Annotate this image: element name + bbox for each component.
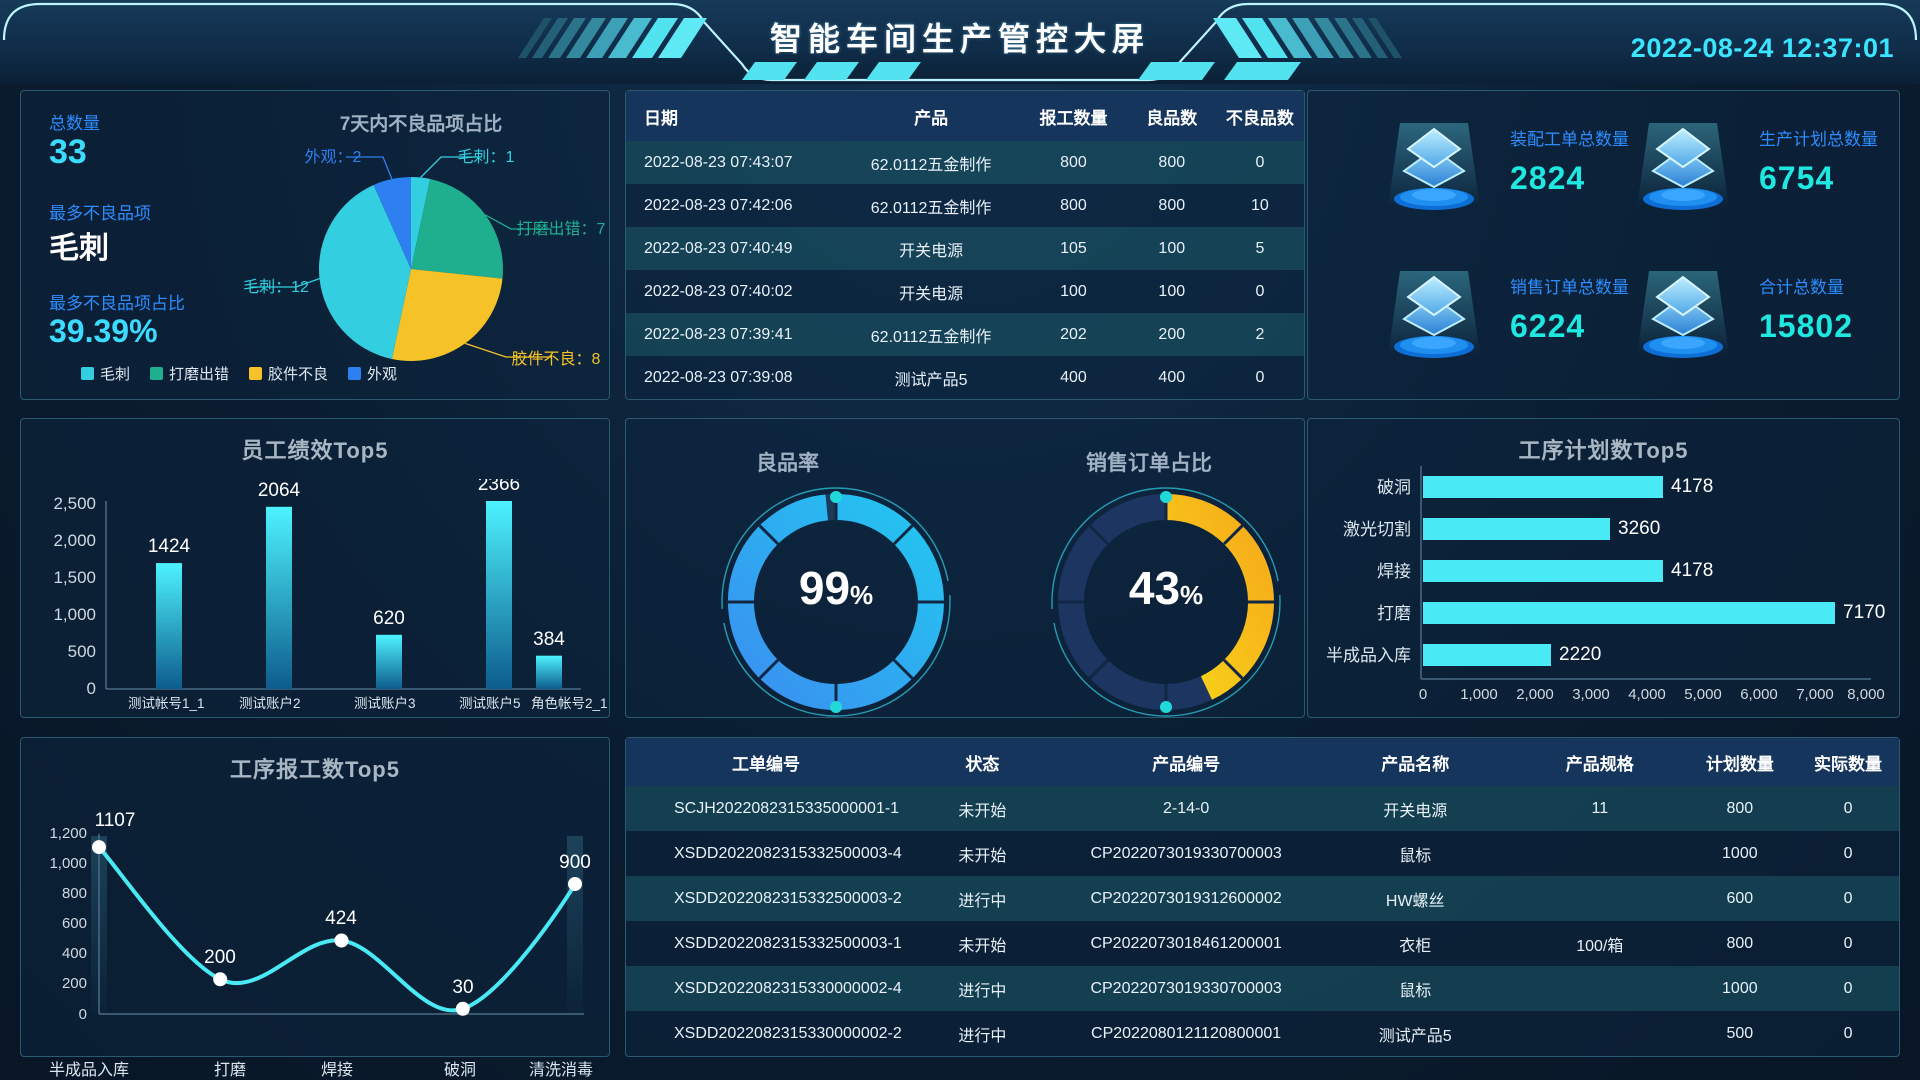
svg-text:破洞: 破洞: [1377, 478, 1411, 497]
svg-text:0: 0: [87, 679, 96, 698]
svg-text:打磨出错：7: 打磨出错：7: [517, 220, 606, 238]
svg-text:620: 620: [373, 608, 405, 629]
svg-text:1,200: 1,200: [49, 825, 87, 842]
svg-text:1,000: 1,000: [1460, 686, 1498, 703]
svg-text:1424: 1424: [148, 536, 191, 557]
svg-text:2,500: 2,500: [53, 494, 96, 513]
svg-text:30: 30: [452, 977, 473, 998]
svg-text:0: 0: [79, 1006, 87, 1023]
svg-text:激光切割: 激光切割: [1343, 520, 1411, 539]
svg-text:1,000: 1,000: [49, 855, 87, 872]
svg-text:2064: 2064: [258, 480, 301, 501]
svg-text:毛刺：1: 毛刺：1: [458, 148, 515, 166]
svg-text:900: 900: [559, 852, 591, 873]
svg-text:99%: 99%: [799, 562, 873, 614]
svg-text:胶件不良：8: 胶件不良：8: [512, 350, 601, 368]
svg-text:424: 424: [325, 908, 357, 929]
svg-text:4178: 4178: [1671, 476, 1713, 497]
svg-text:1,000: 1,000: [53, 605, 96, 624]
svg-text:7,000: 7,000: [1796, 686, 1834, 703]
svg-text:0: 0: [1419, 686, 1427, 703]
svg-text:4178: 4178: [1671, 560, 1713, 581]
svg-text:1,500: 1,500: [53, 568, 96, 587]
svg-text:200: 200: [62, 975, 87, 992]
svg-text:2220: 2220: [1559, 644, 1601, 665]
svg-text:800: 800: [62, 885, 87, 902]
svg-text:打磨: 打磨: [1377, 604, 1411, 623]
svg-text:384: 384: [533, 629, 565, 650]
svg-text:3,000: 3,000: [1572, 686, 1610, 703]
svg-text:焊接: 焊接: [1377, 562, 1411, 581]
svg-text:半成品入库: 半成品入库: [1326, 646, 1411, 665]
svg-text:5,000: 5,000: [1684, 686, 1722, 703]
svg-text:2,000: 2,000: [1516, 686, 1554, 703]
svg-text:1107: 1107: [95, 810, 136, 831]
svg-text:毛刺：12: 毛刺：12: [243, 278, 309, 296]
svg-text:2366: 2366: [478, 479, 520, 495]
svg-text:4,000: 4,000: [1628, 686, 1666, 703]
svg-text:6,000: 6,000: [1740, 686, 1778, 703]
svg-text:8,000: 8,000: [1847, 686, 1885, 703]
svg-text:600: 600: [62, 915, 87, 932]
svg-text:3260: 3260: [1618, 518, 1660, 539]
svg-text:7170: 7170: [1843, 602, 1885, 623]
svg-text:200: 200: [204, 947, 236, 968]
svg-text:500: 500: [68, 642, 96, 661]
svg-text:400: 400: [62, 945, 87, 962]
svg-text:外观：2: 外观：2: [305, 148, 362, 166]
svg-text:43%: 43%: [1129, 562, 1203, 614]
svg-text:2,000: 2,000: [53, 531, 96, 550]
